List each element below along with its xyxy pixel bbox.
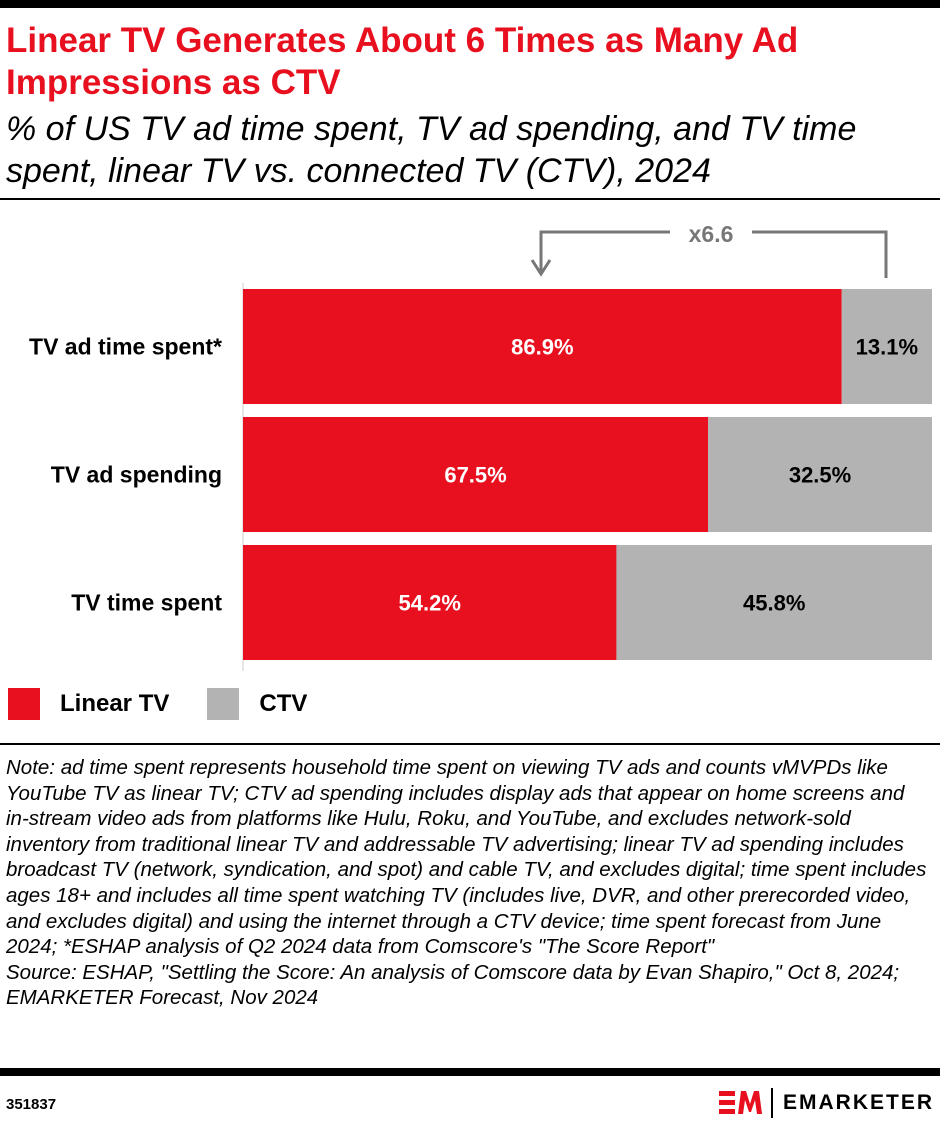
bar-linear xyxy=(243,545,617,660)
divider xyxy=(0,743,940,745)
bar-ctv xyxy=(616,545,932,660)
legend-swatch-ctv xyxy=(207,688,240,720)
source-text: Source: ESHAP, "Settling the Score: An a… xyxy=(6,960,900,1010)
category-label: TV time spent xyxy=(71,590,222,616)
legend-swatch-linear xyxy=(8,688,40,720)
bottom-bar xyxy=(0,1068,940,1076)
bar-linear xyxy=(243,289,842,404)
data-label: 45.8% xyxy=(743,591,805,616)
annotation-bracket xyxy=(539,230,888,278)
legend-label-linear: Linear TV xyxy=(60,690,170,717)
bar-ctv xyxy=(708,417,932,532)
brand-name: EMARKETER xyxy=(782,1091,934,1114)
chart-subtitle: % of US TV ad time spent, TV ad spending… xyxy=(6,110,857,190)
data-label: 86.9% xyxy=(511,335,573,360)
note-text: Note: ad time spent represents household… xyxy=(6,756,927,959)
legend: Linear TV CTV xyxy=(8,688,307,720)
bar-chart: TV ad time spent* 86.9% 13.1% TV ad spendin… xyxy=(29,221,932,671)
arrow-down-icon xyxy=(530,259,552,277)
multiplier-annotation: x6.6 xyxy=(689,221,734,247)
data-label: 54.2% xyxy=(399,591,461,616)
bar-linear xyxy=(243,417,709,532)
data-label: 67.5% xyxy=(444,463,506,488)
chart-id: 351837 xyxy=(6,1096,57,1113)
divider xyxy=(0,198,940,200)
category-label: TV ad spending xyxy=(51,462,222,488)
emarketer-logo: EMARKETER xyxy=(718,1088,934,1118)
top-bar xyxy=(0,0,940,8)
data-label: 32.5% xyxy=(789,463,851,488)
legend-label-ctv: CTV xyxy=(259,690,308,717)
em-logo-icon xyxy=(718,1091,762,1114)
data-label: 13.1% xyxy=(856,335,918,360)
notes: Note: ad time spent represents household… xyxy=(6,755,931,1011)
category-label: TV ad time spent* xyxy=(29,334,222,360)
chart-title: Linear TV Generates About 6 Times as Man… xyxy=(6,21,799,102)
bar-ctv xyxy=(841,289,932,404)
